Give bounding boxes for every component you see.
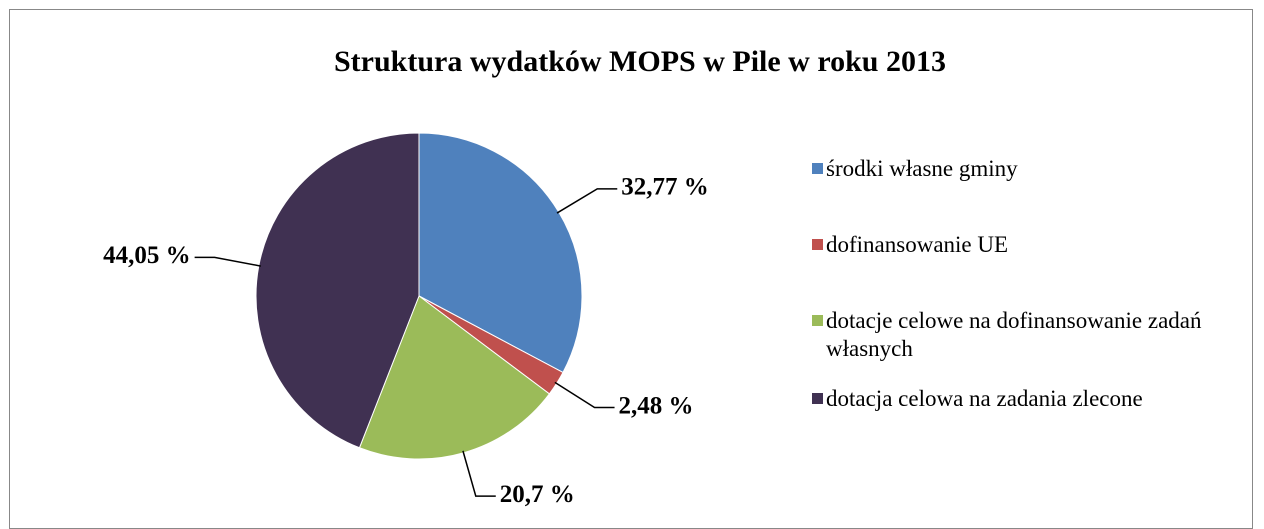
legend-swatch	[812, 163, 823, 174]
legend-label: dotacje celowe na dofinansowanie zadań w…	[826, 308, 1202, 361]
data-label: 20,7 %	[500, 481, 575, 508]
legend-swatch	[812, 315, 823, 326]
legend-label: środki własne gminy	[826, 156, 1018, 181]
legend-item: dofinansowanie UE	[812, 231, 1264, 259]
leader-line	[556, 188, 618, 214]
data-label: 44,05 %	[103, 242, 191, 269]
chart-title: Struktura wydatków MOPS w Pile w roku 20…	[334, 45, 946, 78]
leader-line	[554, 381, 615, 409]
legend-swatch	[812, 393, 823, 404]
chart: Struktura wydatków MOPS w Pile w roku 20…	[103, 45, 946, 508]
body: Struktura wydatków MOPS w Pile w roku 20…	[9, 9, 1264, 529]
data-label: 32,77 %	[621, 174, 709, 201]
legend-label: dotacja celowa na zadania zlecone	[826, 386, 1143, 411]
leader-line	[194, 256, 261, 267]
legend-item: środki własne gminy	[812, 155, 1264, 183]
legend-item: dotacje celowe na dofinansowanie zadań w…	[812, 307, 1264, 363]
legend-swatch	[812, 239, 823, 250]
legend-label: dofinansowanie UE	[826, 232, 1009, 257]
page: body { margin: 0; width: 1264px; height:…	[9, 9, 1264, 529]
legend-item: dotacja celowa na zadania zlecone	[812, 385, 1264, 413]
leader-line	[462, 450, 496, 497]
data-label: 2,48 %	[619, 392, 694, 419]
